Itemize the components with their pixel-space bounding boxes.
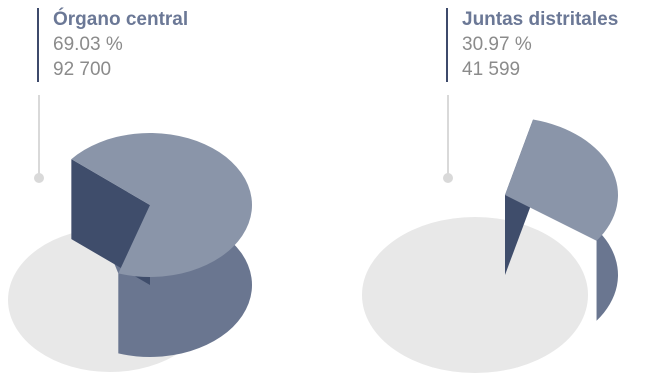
connector-dot-1 <box>443 173 453 183</box>
label-juntas-distritales-name: Juntas distritales <box>462 9 619 30</box>
connector-dot-0 <box>34 173 44 183</box>
label-juntas-distritales-percent: 30.97 % <box>462 34 532 55</box>
background-disk-1 <box>362 217 588 373</box>
label-organo-central: Órgano central 69.03 % 92 700 <box>37 8 188 82</box>
label-organo-central-value: 92 700 <box>53 59 112 80</box>
label-juntas-distritales-value: 41 599 <box>462 59 521 80</box>
label-organo-central-name: Órgano central <box>53 9 189 30</box>
slice-top-0 <box>71 133 252 277</box>
slice-top-1 <box>505 119 618 241</box>
label-organo-central-percent: 69.03 % <box>53 34 123 55</box>
label-juntas-distritales: Juntas distritales 30.97 % 41 599 <box>446 8 618 82</box>
